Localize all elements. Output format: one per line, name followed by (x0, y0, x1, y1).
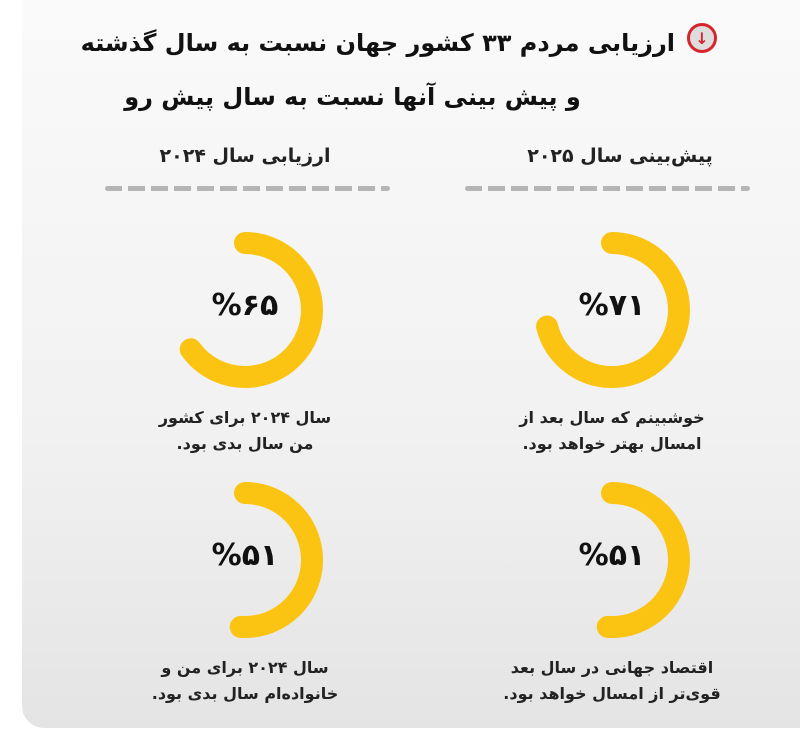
progress-ring (534, 232, 690, 388)
progress-ring (534, 482, 690, 638)
progress-arc (167, 232, 323, 388)
divider (465, 186, 750, 191)
progress-arc (534, 482, 690, 638)
caption-line: خوشبینم که سال بعد از (519, 408, 705, 427)
caption-line: خانواده‌ام سال بدی بود. (151, 684, 339, 703)
caption: خوشبینم که سال بعد از امسال بهتر خواهد بو… (502, 405, 722, 457)
title-line-2: و پیش بینی آنها نسبت به سال پیش رو (124, 83, 581, 111)
column-heading-assessment: ارزیابی سال ۲۰۲۴ (159, 145, 331, 167)
caption-line: سال ۲۰۲۴ برای کشور (158, 408, 332, 427)
divider (105, 186, 390, 191)
caption: سال ۲۰۲۴ برای کشور من سال بدی بود. (135, 405, 355, 457)
caption-line: امسال بهتر خواهد بود. (522, 434, 702, 453)
caption: سال ۲۰۲۴ برای من و خانواده‌ام سال بدی بود… (135, 655, 355, 707)
percent-label: %۶۵ (211, 288, 279, 323)
caption: اقتصاد جهانی در سال بعد قوی‌تر از امسال خ… (502, 655, 722, 707)
page-title: ارزیابی مردم ۳۳ کشور جهان نسبت به سال گذ… (30, 16, 675, 124)
progress-ring (167, 232, 323, 388)
caption-line: من سال بدی بود. (176, 434, 314, 453)
caption-line: سال ۲۰۲۴ برای من و (161, 658, 329, 677)
progress-arc (167, 482, 323, 638)
caption-line: اقتصاد جهانی در سال بعد (510, 658, 714, 677)
percent-label: %۵۱ (578, 538, 646, 573)
column-heading-forecast: پیش‌بینی سال ۲۰۲۵ (527, 145, 713, 167)
title-line-1: ارزیابی مردم ۳۳ کشور جهان نسبت به سال گذ… (80, 29, 675, 57)
arrow-down-circle-icon: ↓ (687, 23, 717, 53)
progress-ring (167, 482, 323, 638)
progress-arc (534, 232, 690, 388)
percent-label: %۷۱ (578, 288, 646, 323)
percent-label: %۵۱ (211, 538, 279, 573)
caption-line: قوی‌تر از امسال خواهد بود. (503, 684, 721, 703)
